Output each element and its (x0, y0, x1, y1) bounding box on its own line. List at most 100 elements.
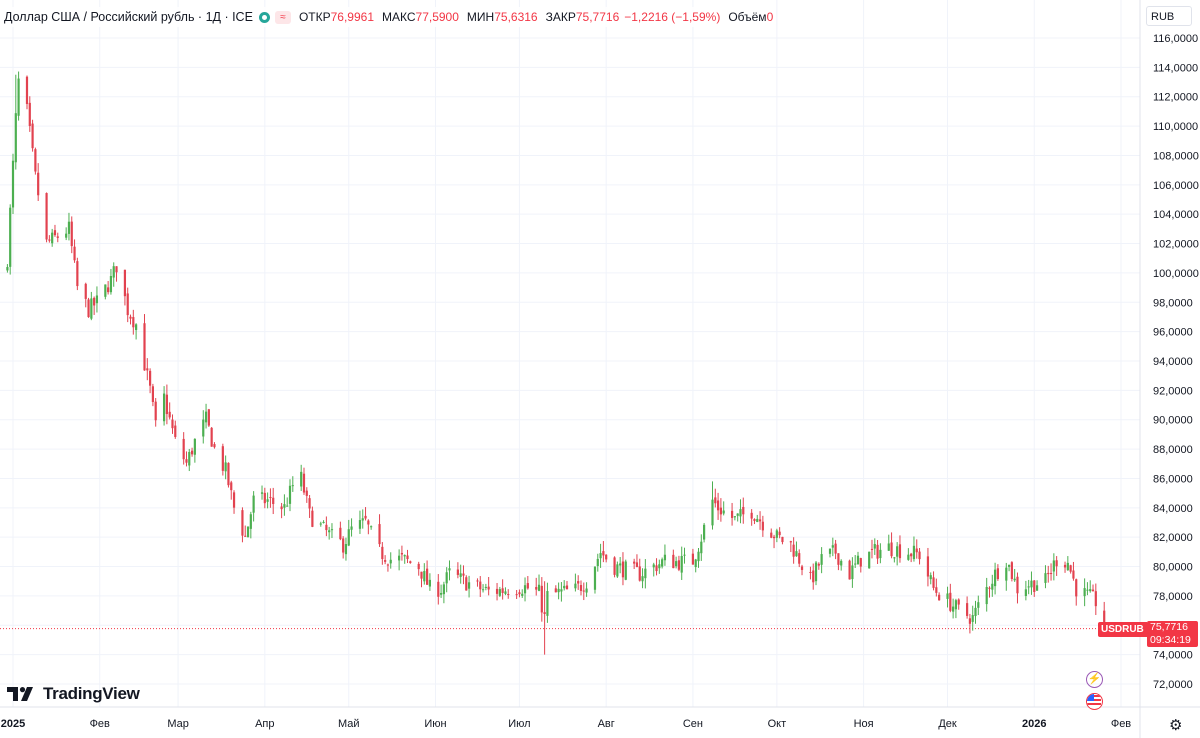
candle-body (775, 530, 778, 538)
candle-body (330, 529, 334, 531)
candle-body (350, 526, 353, 530)
candle-body (1083, 588, 1086, 597)
x-tick-label: Фев (1111, 718, 1131, 730)
candle-body (672, 554, 675, 569)
candle-body (207, 409, 210, 426)
currency-selector[interactable]: RUB (1146, 6, 1192, 26)
y-tick-label: 100,0000 (1153, 268, 1199, 280)
candle-body (1030, 580, 1033, 588)
candle-body (168, 411, 171, 418)
candle-body (856, 555, 860, 565)
candle-body (286, 505, 289, 507)
candle-body (322, 521, 325, 523)
candle-body (593, 566, 597, 590)
us-flag-icon[interactable] (1086, 693, 1103, 710)
candle-body (954, 600, 958, 610)
candle-body (1086, 589, 1089, 591)
candle-body (51, 232, 54, 244)
candle-body (1075, 579, 1078, 597)
delay-badge-icon[interactable]: ≈ (274, 10, 291, 24)
candle-body (84, 283, 87, 299)
candle-body (364, 515, 367, 519)
candle-body (809, 571, 812, 573)
candle-body (896, 546, 899, 557)
candle-body (596, 558, 599, 567)
candle-body (305, 490, 308, 496)
candle-body (291, 485, 294, 487)
candle-body (716, 500, 720, 511)
candle-body (70, 221, 73, 247)
candle-body (162, 393, 166, 422)
candle-body (244, 535, 247, 537)
market-status-icon[interactable] (258, 11, 270, 23)
candle-body (641, 576, 644, 582)
candle-body (742, 506, 745, 515)
y-tick-label: 82,0000 (1153, 532, 1193, 544)
candle-body (109, 276, 113, 293)
candle-body (174, 425, 177, 437)
candle-body (1005, 567, 1008, 581)
candle-body (193, 438, 196, 455)
candle-body (730, 510, 734, 518)
candle-body (868, 551, 871, 569)
gear-icon[interactable]: ⚙ (1169, 717, 1183, 734)
candle-body (204, 411, 208, 423)
tradingview-logo-icon (7, 687, 33, 701)
candle-body (25, 76, 29, 104)
x-tick-label: Сен (683, 718, 703, 730)
y-tick-label: 110,0000 (1153, 121, 1198, 133)
candle-body (756, 518, 759, 523)
candle-body (602, 551, 605, 556)
candle-body (565, 585, 569, 590)
candle-body (45, 193, 48, 240)
open-label: ОТКР (298, 10, 331, 24)
x-tick-label: Июл (508, 718, 530, 730)
candle-body (893, 557, 896, 559)
candle-body (498, 589, 501, 596)
candle-body (968, 618, 972, 624)
x-tick-label: Авг (598, 718, 615, 730)
candle-body (789, 541, 792, 543)
candle-body (890, 542, 893, 557)
candle-body (655, 565, 658, 572)
candle-body (423, 571, 426, 582)
candle-body (526, 583, 529, 589)
y-tick-label: 104,0000 (1153, 209, 1199, 221)
logo-text: TradingView (43, 684, 140, 703)
candle-body (991, 583, 994, 590)
candle-body (952, 606, 955, 612)
candle-body (560, 589, 563, 592)
candle-body (546, 591, 549, 616)
candle-body (700, 541, 703, 554)
symbol-title[interactable]: Доллар США / Российский рубль · 1Д · ICE (4, 10, 253, 24)
candle-body (694, 559, 697, 568)
candle-body (898, 544, 902, 559)
candle-body (971, 615, 974, 622)
candle-body (848, 560, 851, 580)
x-axis[interactable]: 2025 Фев Мар Апр Май Июн Июл Авг Сен Окт Ноя Дек 202… (1, 718, 1132, 730)
x-tick-label: Май (338, 718, 360, 730)
candle-body (445, 572, 448, 584)
candle-body (501, 588, 504, 593)
y-tick-label: 80,0000 (1153, 562, 1193, 574)
candle-body (456, 569, 459, 575)
y-axis[interactable]: 116,0000 114,0000 112,0000 110,0000 108,0000… (1153, 33, 1199, 691)
candle-body (1027, 586, 1030, 588)
candle-body (93, 297, 96, 306)
candle-body (400, 552, 404, 555)
candle-body (367, 520, 370, 525)
candle-body (535, 587, 538, 590)
candle-body (188, 452, 191, 466)
candle-body (537, 584, 541, 591)
candle-body (9, 207, 12, 267)
volume-value: 0 (766, 10, 774, 24)
candle-body (719, 507, 722, 515)
candle-body (266, 499, 269, 502)
tradingview-logo[interactable]: TradingView (7, 684, 140, 704)
candle-body (753, 519, 756, 521)
last-price-tag: USDRUB 75,7716 09:34:19 (1098, 621, 1198, 647)
candle-body (1091, 589, 1095, 592)
lightning-icon[interactable]: ⚡ (1086, 671, 1103, 688)
candle-body (624, 561, 627, 580)
